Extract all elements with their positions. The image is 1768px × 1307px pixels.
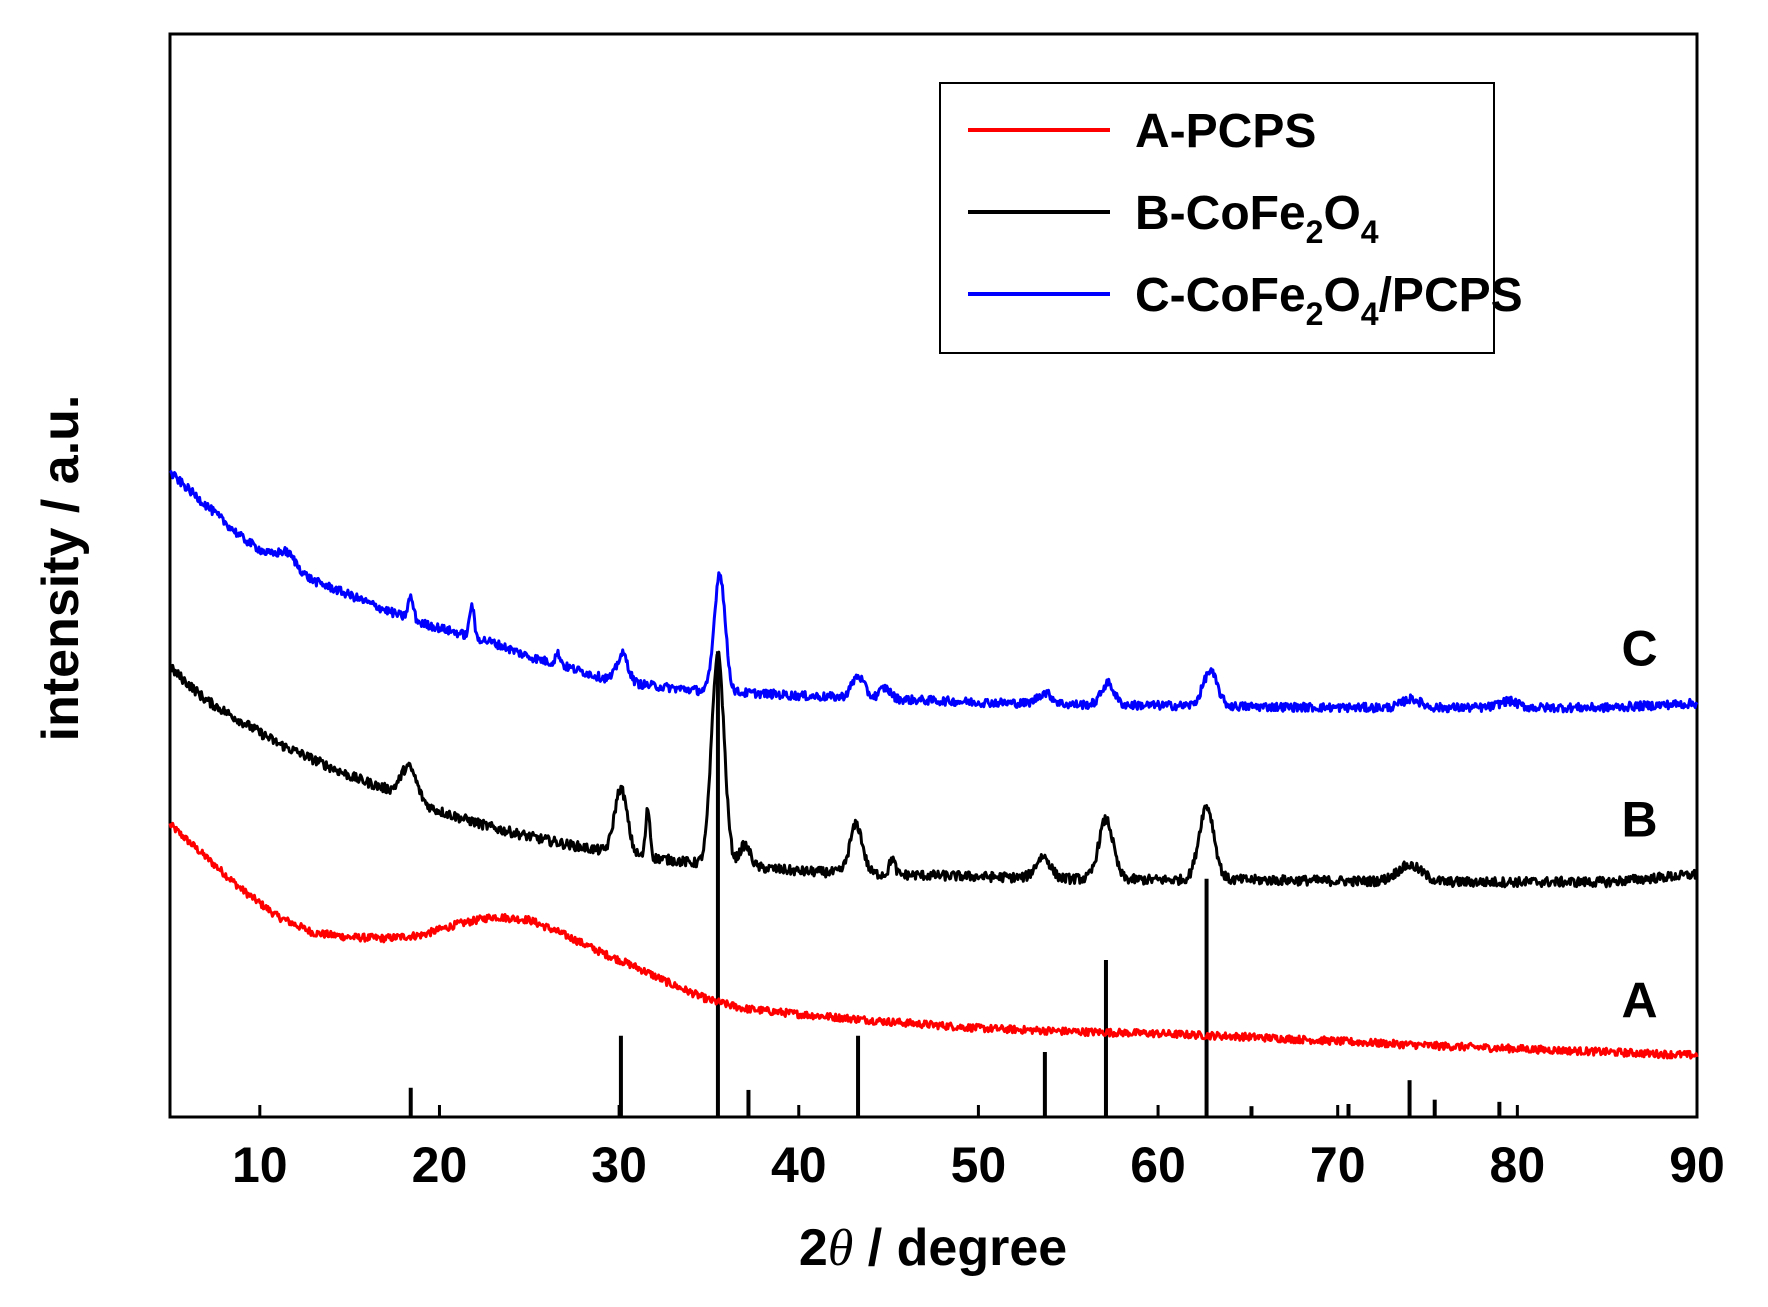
series-C-line — [169, 469, 1699, 714]
legend-label-part: O — [1323, 187, 1360, 240]
series-layer — [168, 469, 1699, 1060]
legend-label-B: B-CoFe2O4 — [1135, 187, 1379, 250]
x-tick-label: 20 — [412, 1137, 468, 1193]
x-tick-label: 70 — [1310, 1137, 1366, 1193]
legend-label-main: C-CoFe — [1135, 269, 1306, 322]
series-B-line — [168, 650, 1699, 889]
legend-subscript: 4 — [1361, 296, 1379, 332]
x-tick-label: 50 — [951, 1137, 1007, 1193]
x-axis: 10 20 30 40 50 60 70 80 90 — [232, 1105, 1725, 1193]
legend-label-A: A-PCPS — [1135, 105, 1316, 158]
x-tick-label: 30 — [591, 1137, 647, 1193]
x-tick-label: 10 — [232, 1137, 288, 1193]
curve-label-B: B — [1621, 791, 1657, 847]
x-tick-label: 40 — [771, 1137, 827, 1193]
plot-frame — [168, 32, 1699, 1119]
legend-label-C: C-CoFe2O4/PCPS — [1135, 269, 1523, 332]
x-tick-label: 80 — [1490, 1137, 1546, 1193]
legend-subscript: 4 — [1361, 214, 1379, 250]
x-axis-title: 2θ / degree — [799, 1219, 1067, 1277]
legend-label-main: B-CoFe — [1135, 187, 1306, 240]
curve-label-C: C — [1621, 620, 1657, 676]
curve-label-A: A — [1621, 972, 1657, 1028]
plot-area: A B C — [168, 32, 1699, 1119]
x-axis-title-theta: θ — [828, 1220, 854, 1277]
curve-labels: A B C — [1621, 620, 1657, 1028]
x-axis-title-prefix: 2 — [799, 1219, 828, 1277]
x-axis-title-suffix: / degree — [853, 1219, 1067, 1277]
reference-pattern — [408, 651, 1502, 1117]
legend-label-part: O — [1323, 269, 1360, 322]
legend-label-part: /PCPS — [1379, 269, 1523, 322]
legend-label-main: A-PCPS — [1135, 105, 1316, 158]
y-axis-title: intensity / a.u. — [32, 395, 90, 742]
legend-subscript: 2 — [1306, 296, 1324, 332]
x-tick-label: 60 — [1130, 1137, 1186, 1193]
series-A-line — [168, 821, 1699, 1060]
x-tick-label: 90 — [1669, 1137, 1725, 1193]
legend-subscript: 2 — [1306, 214, 1324, 250]
